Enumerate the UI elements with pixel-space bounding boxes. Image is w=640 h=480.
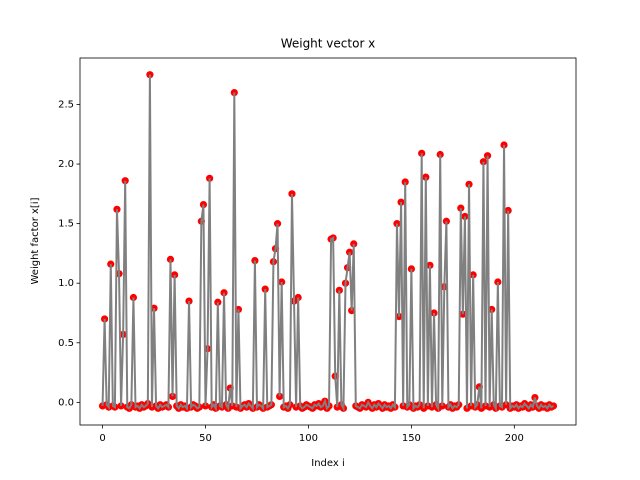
y-tick-label: 1.0 [58,278,74,289]
plot-frame [79,57,577,426]
y-tick-label: 0.5 [58,338,74,349]
y-tick-label: 2.5 [58,99,74,110]
y-axis-label: Weight factor x[i] [30,197,41,284]
y-tick-label: 2.0 [58,159,74,170]
x-axis-label: Index i [311,458,345,469]
chart-title: Weight vector x [281,37,376,51]
x-tick-label: 0 [99,433,105,444]
x-tick-label: 50 [199,433,212,444]
x-tick-label: 150 [402,433,421,444]
x-tick-label: 100 [299,433,318,444]
x-tick-label: 200 [505,433,524,444]
y-tick-label: 1.5 [58,219,74,230]
y-tick-label: 0.0 [58,397,74,408]
data-line [101,74,554,413]
